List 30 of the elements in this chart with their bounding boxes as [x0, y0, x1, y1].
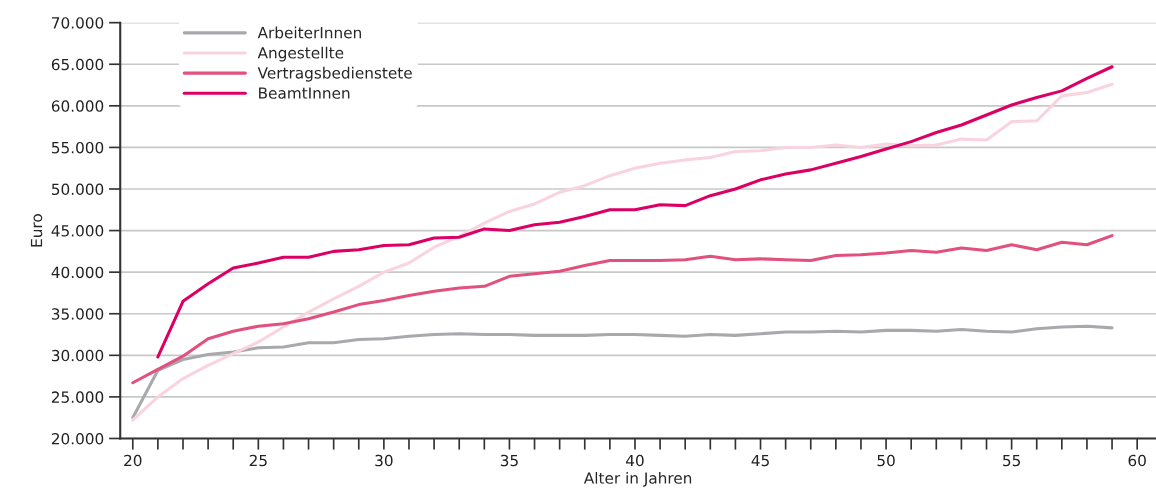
x-tick-label: 25: [249, 454, 267, 467]
y-tick-label: 40.000: [51, 266, 104, 279]
y-tick-label: 50.000: [51, 183, 104, 196]
legend-label: Angestellte: [257, 46, 344, 62]
y-tick-label: 65.000: [51, 58, 104, 71]
y-tick-label: 60.000: [51, 100, 104, 112]
line-series: [156, 65, 1114, 359]
y-tick-label: 20.000: [51, 432, 104, 445]
y-tick-label: 35.000: [51, 308, 104, 320]
y-tick-label: 30.000: [51, 349, 104, 362]
x-tick-label: 45: [751, 454, 769, 467]
x-tick-label: 50: [877, 454, 895, 467]
x-tick-label: 20: [124, 454, 142, 467]
x-axis-title: Alter in Jahren: [583, 472, 692, 487]
y-tick-label: 70.000: [52, 17, 104, 29]
y-axis-title: Euro: [30, 214, 43, 247]
line-series: [131, 82, 1114, 422]
x-tick-label: 30: [375, 454, 393, 467]
x-tick-label: 60: [1128, 454, 1146, 467]
x-tick-label: 40: [626, 454, 644, 467]
y-tick-label: 45.000: [51, 225, 104, 237]
line-series: [131, 324, 1114, 420]
x-tick-label: 35: [500, 454, 518, 467]
line-series: [131, 234, 1114, 385]
y-tick-label: 55.000: [51, 141, 104, 154]
x-tick-label: 55: [1003, 454, 1020, 467]
legend-label: BeamtInnen: [259, 87, 350, 99]
y-tick-label: 25.000: [51, 391, 104, 403]
legend-label: Vertragsbedienstete: [257, 66, 412, 82]
legend-label: ArbeiterInnen: [257, 26, 361, 39]
